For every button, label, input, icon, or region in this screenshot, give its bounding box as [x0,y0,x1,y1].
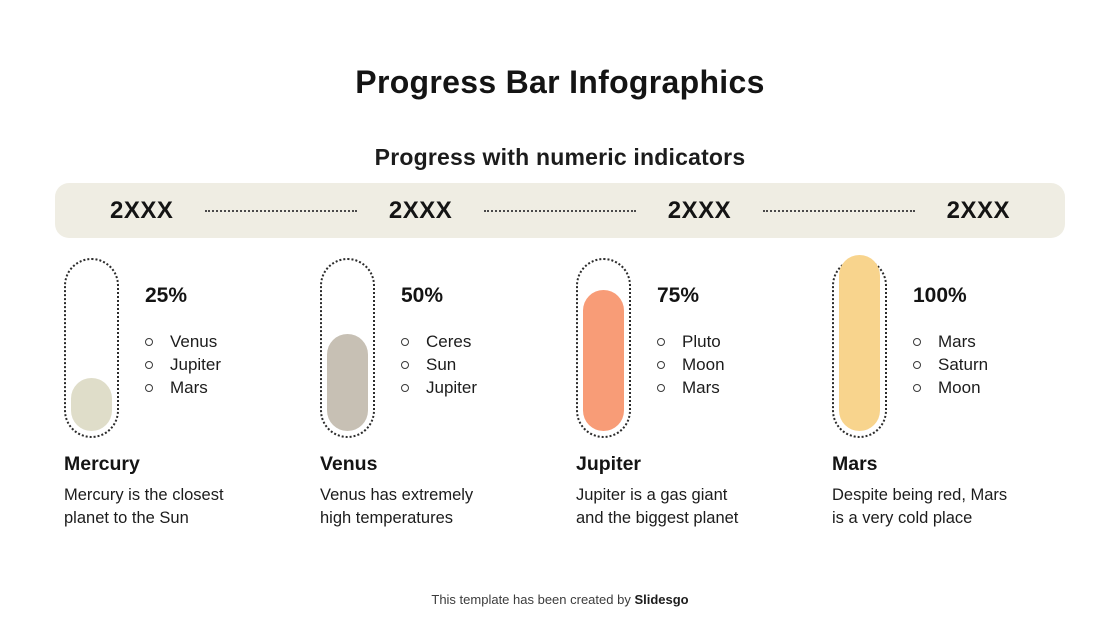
circle-bullet-icon [401,360,409,369]
circle-bullet-icon [657,360,665,369]
planet-name: Jupiter [576,453,642,475]
list-item: Pluto [657,330,725,353]
bullet-list: Mars Saturn Moon [913,330,988,399]
timeline-year: 2XXX [946,196,1010,224]
circle-bullet-icon [401,337,409,346]
list-item: Sun [401,353,477,376]
list-item: Ceres [401,330,477,353]
list-item-label: Sun [426,355,457,374]
bullet-list: Ceres Sun Jupiter [401,330,477,399]
circle-bullet-icon [657,337,665,346]
timeline-dotted-separator [484,209,636,212]
planet-name: Mercury [64,453,140,475]
progress-info: 100% Mars Saturn Moon [913,258,988,438]
footer-credit-text: This template has been created by [431,592,635,607]
progress-pill-fill [71,378,112,431]
bar-row: 75% Pluto Moon Mars [576,258,808,438]
circle-bullet-icon [913,383,921,392]
timeline-dotted-separator [763,209,915,212]
page-subtitle: Progress with numeric indicators [374,144,746,170]
circle-bullet-icon [145,360,153,369]
bullet-list: Venus Jupiter Mars [145,330,221,399]
percent-label: 100% [913,284,967,307]
progress-info: 50% Ceres Sun Jupiter [401,258,477,438]
list-item-label: Mars [170,378,208,397]
list-item: Jupiter [401,376,477,399]
list-item: Saturn [913,353,988,376]
circle-bullet-icon [913,337,921,346]
planet-description: Mercury is the closest planet to the Sun [64,486,224,527]
footer-credit: This template has been created by Slides… [0,592,1120,607]
list-item-label: Jupiter [170,355,222,374]
percent-label: 25% [145,284,188,307]
list-item: Jupiter [145,353,221,376]
timeline-year: 2XXX [388,196,453,224]
progress-pill-fill [839,255,880,431]
list-item: Moon [657,353,725,376]
progress-pill-outline [64,258,119,438]
list-item: Mars [145,376,221,399]
bar-row: 100% Mars Saturn Moon [832,255,1064,438]
planet-name: Venus [320,453,378,475]
list-item-label: Ceres [426,332,472,351]
progress-pill-outline [576,258,631,438]
list-item: Venus [145,330,221,353]
list-item-label: Venus [170,332,218,351]
timeline-year: 2XXX [110,196,174,224]
timeline-dotted-separator [205,209,357,212]
list-item: Mars [657,376,725,399]
progress-pill-fill [583,290,624,431]
progress-pill-outline [320,258,375,438]
progress-column-jupiter: 75% Pluto Moon Mars Jupiter Jupiter is a… [576,258,808,530]
planet-description: Despite being red, Mars is a very cold p… [832,486,1008,527]
circle-bullet-icon [657,383,665,392]
list-item: Mars [913,330,988,353]
bar-row: 25% Venus Jupiter Mars [64,258,296,438]
planet-name: Mars [832,453,878,475]
circle-bullet-icon [145,337,153,346]
percent-label: 75% [657,284,700,307]
planet-description: Jupiter is a gas giant and the biggest p… [576,486,739,527]
circle-bullet-icon [401,383,409,392]
progress-pill-outline [832,255,887,438]
page-title: Progress Bar Infographics [355,64,765,100]
bullet-list: Pluto Moon Mars [657,330,725,399]
list-item-label: Moon [938,378,981,397]
progress-pill-fill [327,334,368,431]
list-item-label: Pluto [682,332,721,351]
circle-bullet-icon [145,383,153,392]
circle-bullet-icon [913,360,921,369]
progress-column-venus: 50% Ceres Sun Jupiter Venus Venus has ex… [320,258,552,530]
percent-label: 50% [401,284,444,307]
progress-column-mars: 100% Mars Saturn Moon Mars Despite being… [832,255,1064,530]
list-item-label: Mars [682,378,720,397]
bar-row: 50% Ceres Sun Jupiter [320,258,552,438]
progress-info: 25% Venus Jupiter Mars [145,258,221,438]
list-item-label: Saturn [938,355,989,374]
list-item-label: Moon [682,355,725,374]
progress-info: 75% Pluto Moon Mars [657,258,725,438]
list-item-label: Mars [938,332,976,351]
list-item-label: Jupiter [426,378,478,397]
list-item: Moon [913,376,988,399]
timeline-year: 2XXX [667,196,732,224]
planet-description: Venus has extremely high temperatures [320,486,474,527]
progress-column-mercury: 25% Venus Jupiter Mars Mercury Mercury i… [64,258,296,530]
timeline-band: 2XXX 2XXX 2XXX 2XXX [55,183,1065,238]
progress-columns: 25% Venus Jupiter Mars Mercury Mercury i… [64,255,1064,530]
footer-brand: Slidesgo [634,592,689,607]
